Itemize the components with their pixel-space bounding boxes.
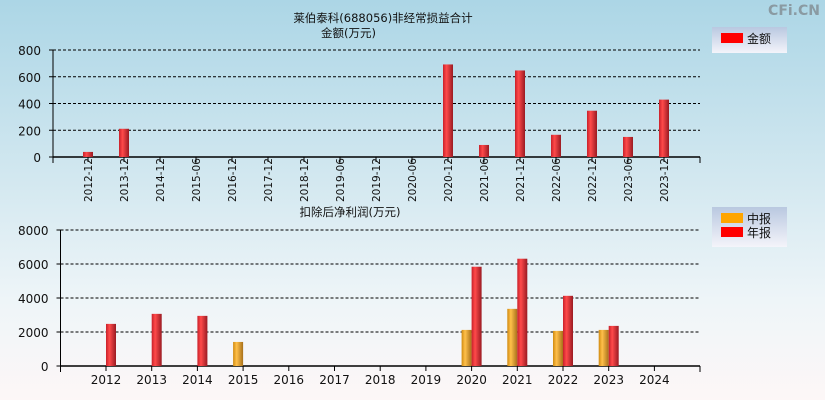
y-tick-label: 800 [18,44,41,58]
bar-年报 [608,325,619,366]
watermark: CFi.CN [768,3,820,19]
bar-中报 [233,341,244,366]
bar-金额 [659,99,669,157]
y-tick-label: 4000 [18,292,49,306]
bar-金额 [623,136,633,157]
x-tick-label: 2012 [91,373,122,387]
bar-中报 [461,329,472,366]
legend-swatch [721,213,743,223]
x-tick-label: 2021-12 [515,158,527,202]
bar-金额 [479,144,489,157]
x-tick-label: 2021-06 [479,158,491,202]
x-tick-label: 2016-12 [227,158,239,202]
y-tick-label: 200 [18,124,41,138]
x-tick-label: 2021 [502,373,533,387]
x-tick-label: 2017 [319,373,350,387]
bar-年报 [197,315,208,366]
bar-年报 [106,323,116,366]
x-tick-label: 2022-12 [587,158,599,202]
bar-年报 [151,313,162,366]
bar-年报 [517,258,528,366]
legend-swatch [721,227,743,237]
x-tick-label: 2013 [136,373,167,387]
x-tick-label: 2015-06 [191,158,203,202]
x-tick-label: 2020-12 [443,158,455,202]
bar-金额 [587,110,597,157]
bar-中报 [553,330,563,366]
x-tick-label: 2018 [365,373,396,387]
top-chart-title: 莱伯泰科(688056)非经常损益合计 [293,11,473,25]
bar-金额 [119,128,129,157]
x-tick-label: 2023 [593,373,624,387]
legend-label: 金额 [747,31,771,46]
x-tick-label: 2019-12 [371,158,383,202]
y-tick-label: 8000 [18,224,49,238]
x-tick-label: 2020-06 [407,158,419,202]
bar-金额 [551,134,561,157]
x-tick-label: 2014-12 [155,158,167,202]
bar-年报 [563,295,573,366]
legend-label: 中报 [747,211,771,226]
x-tick-label: 2015 [228,373,259,387]
x-tick-label: 2016 [274,373,305,387]
top-chart-ylabel: 金额(万元) [321,26,376,40]
bottom-chart-title: 扣除后净利润(万元) [300,205,401,219]
bar-中报 [507,308,518,366]
bar-中报 [598,329,609,366]
x-tick-label: 2019-06 [335,158,347,202]
legend-label: 年报 [747,225,771,240]
y-tick-label: 600 [18,71,41,85]
bar-金额 [443,64,453,157]
x-tick-label: 2012-12 [83,158,95,202]
x-tick-label: 2017-12 [263,158,275,202]
x-tick-label: 2024 [639,373,670,387]
x-tick-label: 2019 [411,373,442,387]
y-tick-label: 0 [33,151,41,165]
y-tick-label: 0 [41,360,49,374]
y-tick-label: 400 [18,98,41,112]
x-tick-label: 2023-06 [623,158,635,202]
x-tick-label: 2022 [548,373,579,387]
legend-swatch [721,33,743,43]
bar-金额 [515,70,525,157]
x-tick-label: 2023-12 [659,158,671,202]
bar-年报 [471,266,482,366]
y-tick-label: 6000 [18,258,49,272]
x-tick-label: 2020 [456,373,487,387]
x-tick-label: 2018-12 [299,158,311,202]
x-tick-label: 2014 [182,373,213,387]
x-tick-label: 2013-12 [119,158,131,202]
x-tick-label: 2022-06 [551,158,563,202]
y-tick-label: 2000 [18,326,49,340]
bar-金额 [83,151,93,157]
